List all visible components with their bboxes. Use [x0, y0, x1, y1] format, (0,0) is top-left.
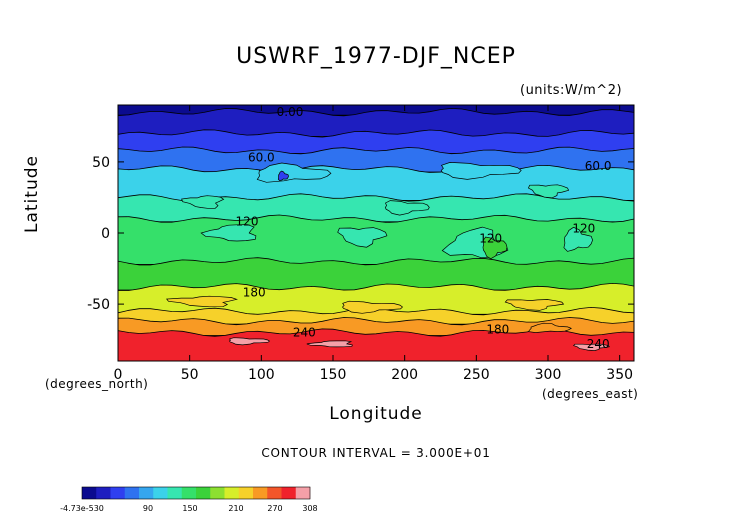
- colorbar-swatch: [196, 487, 211, 499]
- heatmap-feature: [256, 162, 332, 183]
- heatmap-feature: [228, 337, 270, 346]
- colorbar-label: 90: [143, 504, 153, 513]
- heatmap-feature: [306, 340, 353, 348]
- x-tick-label: 200: [391, 367, 418, 383]
- heatmap-feature: [563, 226, 593, 252]
- colorbar-swatch: [210, 487, 225, 499]
- colorbar-swatch: [181, 487, 197, 499]
- colorbar-swatch: [82, 487, 97, 499]
- y-units-label: (degrees_north): [45, 377, 149, 391]
- x-ticks: 0 50 100 150 200 250 300 350: [114, 105, 633, 383]
- contour-interval-text: CONTOUR INTERVAL = 3.000E+01: [261, 446, 491, 460]
- heatmap-feature: [527, 322, 573, 333]
- colorbar-label: 270: [267, 504, 282, 513]
- colorbar-swatch: [167, 487, 183, 499]
- heatmap-feature: [200, 224, 257, 242]
- x-axis-label: Longitude: [329, 404, 423, 424]
- colorbar-label: 308: [302, 504, 317, 513]
- heatmap-feature: [342, 300, 404, 314]
- colorbar-frame: [81, 486, 311, 500]
- colorbar-swatch: [124, 487, 140, 499]
- heatmap-band: [118, 129, 634, 154]
- heatmap-band: [118, 317, 634, 336]
- colorbar-swatch: [110, 487, 126, 499]
- heatmap-band: [118, 257, 634, 291]
- y-tick-label: 0: [101, 226, 110, 242]
- heatmap-feature: [337, 227, 388, 248]
- colorbar-swatch: [153, 487, 168, 499]
- x-units-label: (degrees_east): [542, 387, 639, 401]
- heatmap-band: [118, 107, 634, 137]
- colorbar-swatch: [224, 487, 240, 499]
- colorbar-swatch: [281, 487, 297, 499]
- contour-label: 120: [572, 222, 595, 236]
- contour-label: 120: [479, 232, 502, 246]
- contour-label: 0.00: [277, 105, 304, 119]
- contour-label: 60.0: [585, 159, 612, 173]
- colorbar-swatch: [139, 487, 154, 499]
- contour-label: 240: [587, 337, 610, 351]
- x-tick-label: 250: [463, 367, 490, 383]
- contour-label: 120: [236, 215, 259, 229]
- heatmap-band: [118, 328, 634, 361]
- heatmap-feature: [166, 295, 238, 308]
- contour-label: 240: [293, 326, 316, 340]
- heatmap-band: [118, 214, 634, 265]
- colorbar-swatch: [267, 487, 282, 499]
- x-tick-label: 50: [181, 367, 199, 383]
- heatmap-feature: [572, 343, 610, 351]
- heatmap-feature: [277, 170, 289, 181]
- y-ticks: 50 0 -50: [87, 155, 634, 313]
- units-label: (units:W/m^2): [520, 83, 623, 98]
- colorbar-label: -4.73e-530: [60, 504, 104, 513]
- heatmap-feature: [482, 236, 508, 260]
- colorbar-swatch: [253, 487, 268, 499]
- colorbar-swatch: [96, 487, 111, 499]
- colorbar: -4.73e-530 90 150 210 270 308: [60, 486, 318, 513]
- colorbar-swatch: [295, 487, 311, 499]
- x-tick-label: 100: [248, 367, 275, 383]
- contour-label: 180: [243, 286, 266, 300]
- heatmap-band: [118, 282, 634, 315]
- y-tick-label: 50: [92, 155, 110, 171]
- heatmap-feature: [527, 184, 570, 199]
- colorbar-label: 210: [228, 504, 243, 513]
- heatmap-features: [166, 162, 610, 351]
- heatmap-feature: [181, 195, 225, 209]
- colorbar-label: 150: [182, 504, 197, 513]
- x-tick-label: 150: [320, 367, 347, 383]
- chart-title: USWRF_1977-DJF_NCEP: [236, 44, 516, 69]
- heatmap-feature: [504, 299, 565, 311]
- contour-label: 180: [486, 323, 509, 337]
- x-tick-label: 0: [114, 367, 123, 383]
- y-tick-label: -50: [87, 297, 110, 313]
- contour-label: 60.0: [248, 151, 275, 165]
- colorbar-swatch: [238, 487, 254, 499]
- contour-labels: 0.00 60.0 60.0 120 120 120 180 180 240 240: [236, 105, 612, 351]
- x-tick-label: 350: [606, 367, 633, 383]
- heatmap-feature: [384, 200, 430, 216]
- heatmap-feature: [440, 162, 522, 180]
- x-tick-label: 300: [535, 367, 562, 383]
